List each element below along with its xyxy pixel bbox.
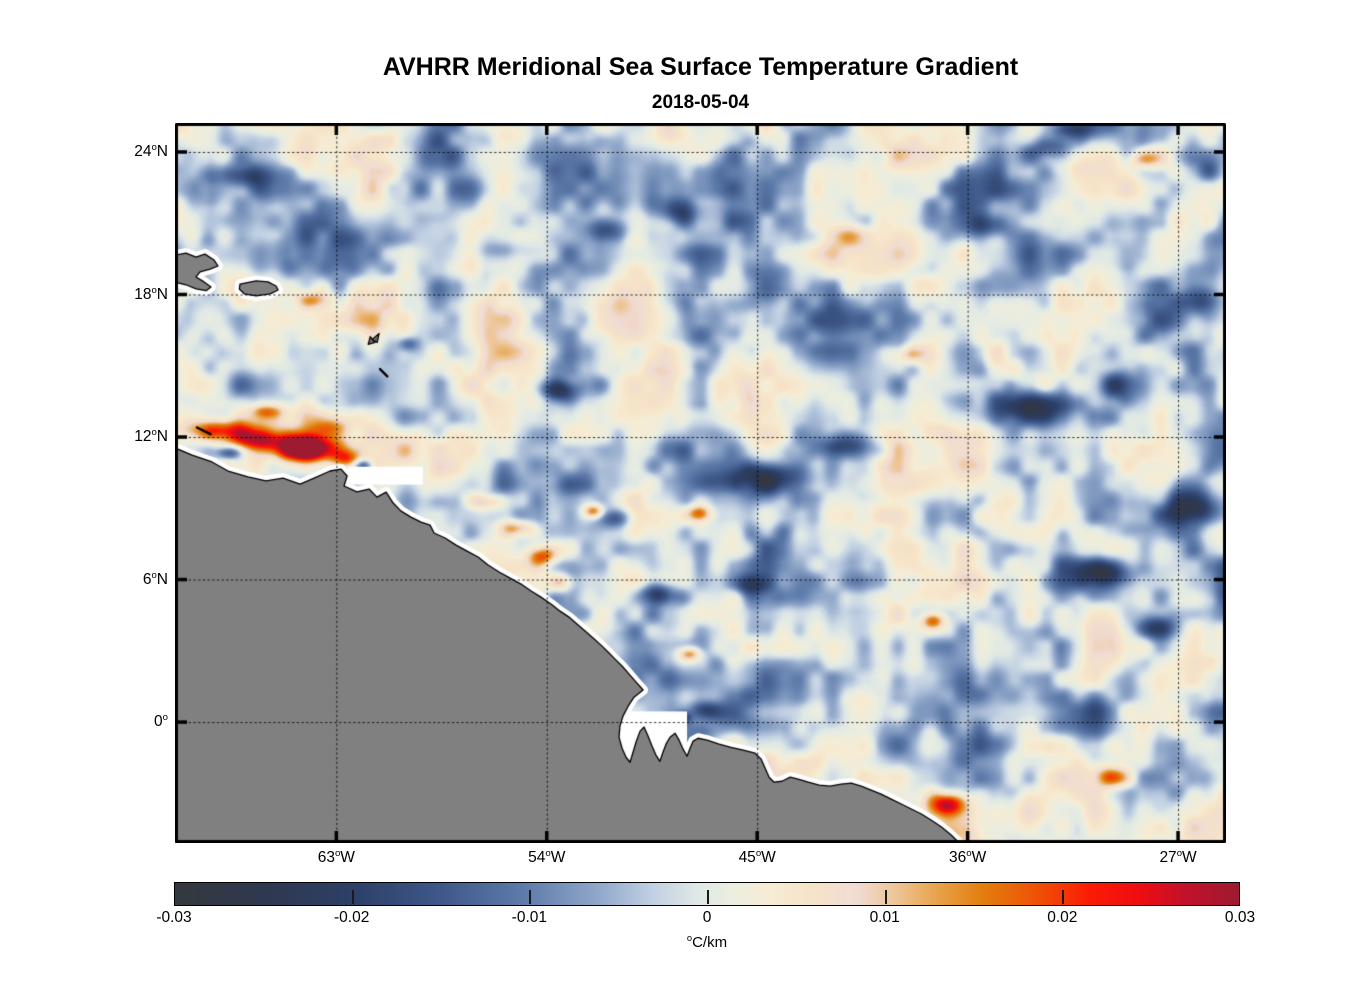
y-tick-label-0: 0o xyxy=(154,711,168,731)
colorbar-tick xyxy=(707,890,709,904)
colorbar-tick-label: -0.01 xyxy=(511,909,547,926)
colorbar-tick xyxy=(1062,890,1065,904)
degree-symbol: o xyxy=(162,711,168,723)
figure-date-subtitle: 2018-05-04 xyxy=(651,92,750,113)
x-tick-label-54w: 54oW xyxy=(528,847,566,866)
colorbar-tick xyxy=(884,890,887,904)
colorbar-tick-label: 0.01 xyxy=(869,909,900,926)
colorbar-tick xyxy=(529,890,532,904)
colorbar xyxy=(174,882,1240,906)
x-tick-label-27w: 27oW xyxy=(1159,847,1197,866)
colorbar-unit-text: C/km xyxy=(692,934,728,951)
figure-title: AVHRR Meridional Sea Surface Temperature… xyxy=(382,53,1019,81)
degree-symbol: o xyxy=(334,847,341,859)
colorbar-tick-label: 0 xyxy=(702,909,712,926)
degree-symbol: o xyxy=(686,933,693,943)
y-tick-label-6: 6oN xyxy=(142,569,168,588)
sst-gradient-map xyxy=(175,123,1226,843)
x-tick-label-63w: 63oW xyxy=(317,847,355,866)
x-tick-label-45w: 45oW xyxy=(738,847,776,866)
degree-symbol: o xyxy=(151,141,157,153)
y-tick-label-12: 12oN xyxy=(134,426,168,446)
colorbar-tick-label: 0.02 xyxy=(1047,909,1078,926)
degree-symbol: o xyxy=(755,847,762,859)
y-tick-label-18: 18oN xyxy=(134,284,168,303)
degree-symbol: o xyxy=(151,569,157,581)
y-tick-label-24: 24oN xyxy=(134,141,168,160)
colorbar-tick-label: -0.03 xyxy=(156,909,192,926)
colorbar-unit-label: oC/km xyxy=(174,933,1240,951)
colorbar-tick-label: 0.03 xyxy=(1224,909,1256,926)
degree-symbol: o xyxy=(151,284,157,296)
colorbar-tick-label: -0.02 xyxy=(333,909,370,926)
degree-symbol: o xyxy=(1176,847,1183,859)
degree-symbol: o xyxy=(966,847,972,859)
degree-symbol: o xyxy=(151,426,157,438)
x-tick-label-36w: 36oW xyxy=(949,847,987,866)
colorbar-tick xyxy=(351,890,354,904)
degree-symbol: o xyxy=(545,847,551,859)
